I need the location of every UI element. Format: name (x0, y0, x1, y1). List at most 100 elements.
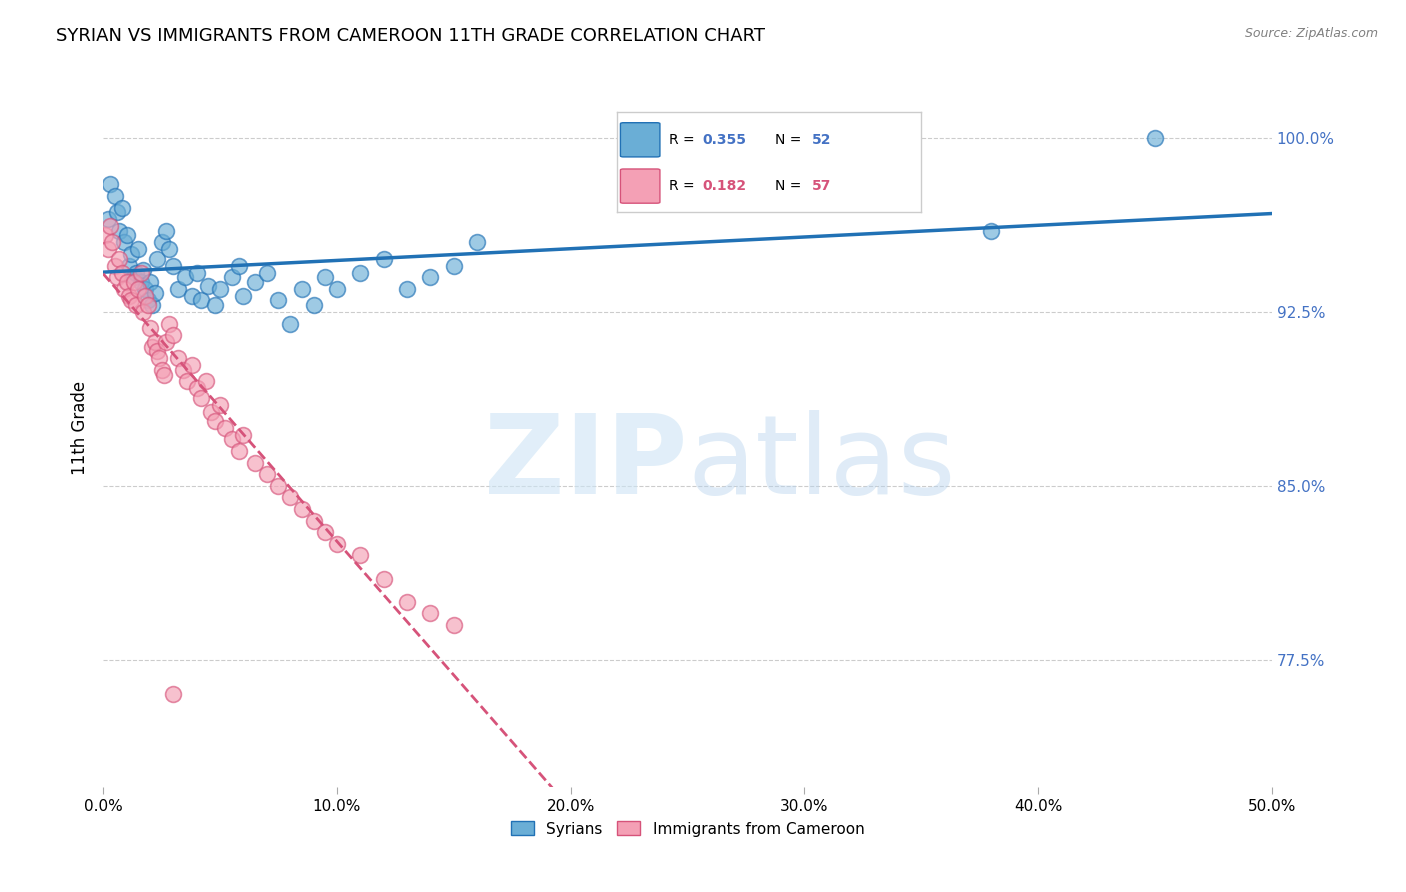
Point (97, 243, 120, 257)
Point (105, 270, 128, 285)
Point (101, 235, 124, 250)
Point (122, 275, 145, 289)
Point (143, 286, 166, 301)
Point (243, 275, 266, 289)
Point (214, 421, 236, 435)
Point (111, 266, 134, 280)
Point (115, 228, 138, 243)
Point (150, 235, 173, 250)
Point (256, 467, 278, 482)
Point (111, 201, 134, 215)
Point (146, 344, 169, 359)
Point (141, 340, 163, 354)
Point (105, 205, 128, 219)
Text: SYRIAN VS IMMIGRANTS FROM CAMEROON 11TH GRADE CORRELATION CHART: SYRIAN VS IMMIGRANTS FROM CAMEROON 11TH … (56, 27, 765, 45)
Point (278, 491, 301, 505)
Point (291, 282, 314, 296)
Point (150, 363, 173, 377)
Text: ZIP: ZIP (484, 410, 688, 517)
Point (129, 275, 152, 289)
Point (419, 607, 441, 621)
Point (136, 298, 159, 312)
Point (443, 259, 465, 273)
Point (195, 375, 218, 389)
Point (94, 228, 117, 243)
Text: atlas: atlas (688, 410, 956, 517)
Point (162, 687, 184, 701)
Point (167, 282, 190, 296)
Point (186, 266, 208, 280)
Point (162, 328, 184, 343)
Point (302, 514, 325, 528)
Point (278, 317, 301, 331)
Text: Source: ZipAtlas.com: Source: ZipAtlas.com (1244, 27, 1378, 40)
Point (373, 252, 395, 266)
Point (349, 266, 371, 280)
Point (108, 224, 131, 238)
Point (419, 270, 441, 285)
Point (181, 288, 204, 302)
Point (395, 595, 418, 609)
Point (186, 381, 208, 395)
Point (221, 270, 243, 285)
Point (1143, 131, 1166, 145)
Point (176, 375, 198, 389)
Point (232, 288, 254, 302)
Point (136, 293, 159, 308)
Point (267, 293, 290, 308)
Point (141, 298, 163, 312)
Point (204, 414, 226, 428)
Point (120, 293, 142, 308)
Point (104, 259, 127, 273)
Point (174, 270, 197, 285)
Point (134, 288, 156, 302)
Point (349, 549, 371, 563)
Point (115, 275, 138, 289)
Point (228, 259, 250, 273)
Point (314, 525, 336, 540)
Point (98, 219, 121, 234)
Point (267, 479, 290, 493)
Point (197, 279, 219, 293)
Point (465, 235, 488, 250)
Point (181, 358, 204, 372)
Point (204, 298, 226, 312)
Point (104, 189, 127, 203)
Point (291, 502, 314, 516)
Point (228, 444, 250, 458)
Point (256, 266, 278, 280)
Point (118, 288, 141, 302)
Point (125, 266, 148, 280)
Point (112, 282, 135, 296)
Point (157, 243, 180, 257)
Point (373, 572, 395, 586)
Legend: Syrians, Immigrants from Cameroon: Syrians, Immigrants from Cameroon (503, 814, 872, 844)
Point (980, 224, 1002, 238)
Point (139, 275, 162, 289)
Point (97, 212, 120, 227)
Point (208, 398, 231, 412)
Point (134, 282, 156, 296)
Point (139, 321, 162, 335)
Point (162, 259, 184, 273)
Point (190, 293, 212, 308)
Point (443, 618, 465, 632)
Point (155, 334, 177, 349)
Point (108, 252, 131, 266)
Point (326, 282, 349, 296)
Point (221, 433, 243, 447)
Point (112, 235, 135, 250)
Point (132, 263, 155, 277)
Point (314, 270, 336, 285)
Point (243, 456, 266, 470)
Point (172, 363, 194, 377)
Point (146, 252, 169, 266)
Point (157, 317, 180, 331)
Point (167, 351, 190, 366)
Point (118, 259, 141, 273)
Point (132, 305, 155, 319)
Point (395, 282, 418, 296)
Point (98, 178, 121, 192)
Point (127, 282, 149, 296)
Point (302, 298, 325, 312)
